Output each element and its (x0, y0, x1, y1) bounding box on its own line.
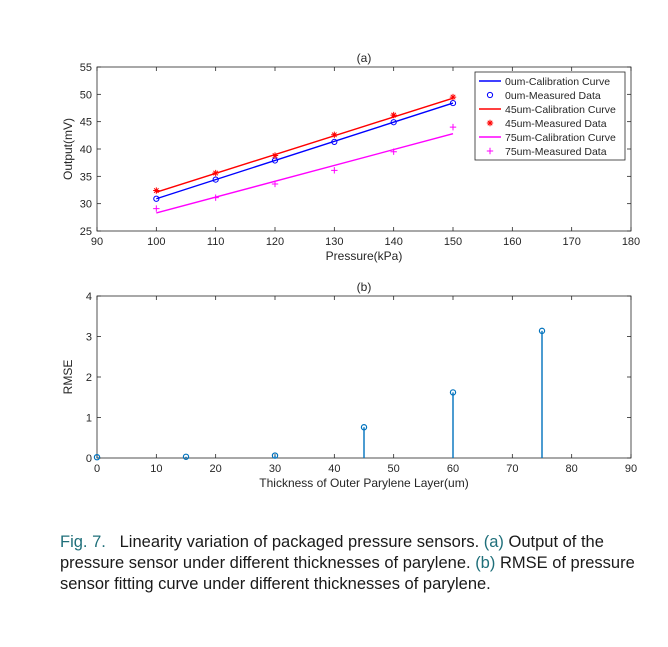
series-line (156, 97, 454, 193)
stem-marker (271, 452, 279, 459)
caption-ref-b: (b) (475, 554, 496, 572)
data-point (153, 195, 160, 202)
series-line (156, 133, 454, 214)
caption-text-3: RMSE of pressure sensor fitting curve un… (60, 554, 635, 593)
x-tick-label: 120 (266, 236, 284, 248)
caption-figure-number: Fig. 7. (60, 533, 106, 551)
y-tick-label: 0 (86, 453, 92, 465)
x-tick-label: 0 (94, 463, 100, 475)
y-tick-label: 40 (80, 144, 92, 156)
y-tick-label: 50 (80, 89, 92, 101)
stem-marker (182, 453, 190, 460)
y-tick-label: 35 (80, 171, 92, 183)
data-point (212, 194, 219, 201)
y-tick-label: 3 (86, 332, 92, 344)
x-tick-label: 10 (150, 463, 162, 475)
data-point (390, 148, 397, 155)
x-axis-label: Pressure(kPa) (326, 249, 403, 263)
x-tick-label: 60 (447, 463, 459, 475)
data-point (449, 93, 457, 101)
legend-marker-swatch (486, 119, 494, 127)
x-tick-label: 70 (506, 463, 518, 475)
chart-title: (a) (357, 51, 372, 65)
y-tick-label: 45 (80, 117, 92, 129)
caption-text-1: Linearity variation of packaged pressure… (119, 533, 480, 551)
x-axis-label: Thickness of Outer Parylene Layer(um) (259, 476, 468, 490)
legend-label: 45um-Measured Data (505, 118, 607, 130)
chart-b: 0 10 20 30 40 50 60 70 80 90 0 1 2 3 4 (b) Thickness of … (61, 280, 637, 490)
y-tick-label: 55 (80, 62, 92, 74)
legend-label: 45um-Calibration Curve (505, 104, 616, 116)
y-tick-label: 4 (86, 291, 92, 303)
data-point (390, 111, 397, 119)
x-tick-label: 140 (384, 236, 402, 248)
data-point (153, 205, 160, 212)
x-tick-label: 180 (622, 236, 640, 248)
x-tick-label: 170 (562, 236, 580, 248)
data-point (331, 131, 338, 138)
figure-caption: Fig. 7. Linearity variation of packaged … (60, 532, 652, 595)
x-tick-label: 30 (269, 463, 281, 475)
stem-marker (360, 424, 368, 431)
y-tick-label: 2 (86, 372, 92, 384)
figure: 90 100 110 120 130 140 150 160 170 18025303540455… (61, 51, 640, 490)
stem-marker (449, 389, 457, 396)
y-axis-label: RMSE (61, 360, 75, 395)
x-tick-label: 110 (207, 236, 225, 248)
legend-label: 0um-Calibration Curve (505, 76, 610, 88)
y-axis-label: Output(mV) (61, 118, 75, 180)
chart-a: 90 100 110 120 130 140 150 160 170 180 25 30 35 40 45 5… (61, 51, 640, 263)
x-tick-label: 50 (388, 463, 400, 475)
data-point (212, 176, 219, 183)
data-point (331, 138, 338, 145)
legend-label: 75um-Measured Data (505, 146, 607, 158)
y-tick-label: 25 (80, 226, 92, 238)
stem-marker (538, 327, 546, 335)
legend-label: 0um-Measured Data (505, 90, 601, 102)
caption-ref-a: (a) (483, 533, 504, 551)
x-tick-label: 100 (147, 236, 165, 248)
x-tick-label: 20 (210, 463, 222, 475)
caption-text-2: Output of the pressure sensor under diff… (60, 533, 604, 572)
data-point (390, 119, 397, 126)
legend-box (474, 71, 626, 161)
chart-title: (b) (357, 280, 372, 294)
legend-marker-swatch (486, 91, 494, 99)
x-tick-label: 90 (625, 463, 637, 475)
x-tick-label: 150 (444, 236, 462, 248)
x-tick-label: 90 (91, 236, 103, 248)
data-point (449, 99, 457, 107)
legend-label: 75um-Calibration Curve (505, 132, 616, 144)
data-point (271, 152, 279, 159)
data-point (449, 123, 457, 131)
stem-marker (93, 453, 101, 461)
x-tick-label: 40 (328, 463, 340, 475)
data-point (212, 169, 219, 177)
data-point (153, 187, 160, 194)
series-line (156, 102, 454, 200)
data-point (331, 167, 338, 174)
data-point (271, 180, 279, 188)
legend-marker-swatch (486, 147, 494, 155)
x-tick-label: 130 (325, 236, 343, 248)
x-tick-label: 80 (566, 463, 578, 475)
y-tick-label: 1 (86, 413, 92, 425)
y-tick-label: 30 (80, 199, 92, 211)
x-tick-label: 160 (503, 236, 521, 248)
